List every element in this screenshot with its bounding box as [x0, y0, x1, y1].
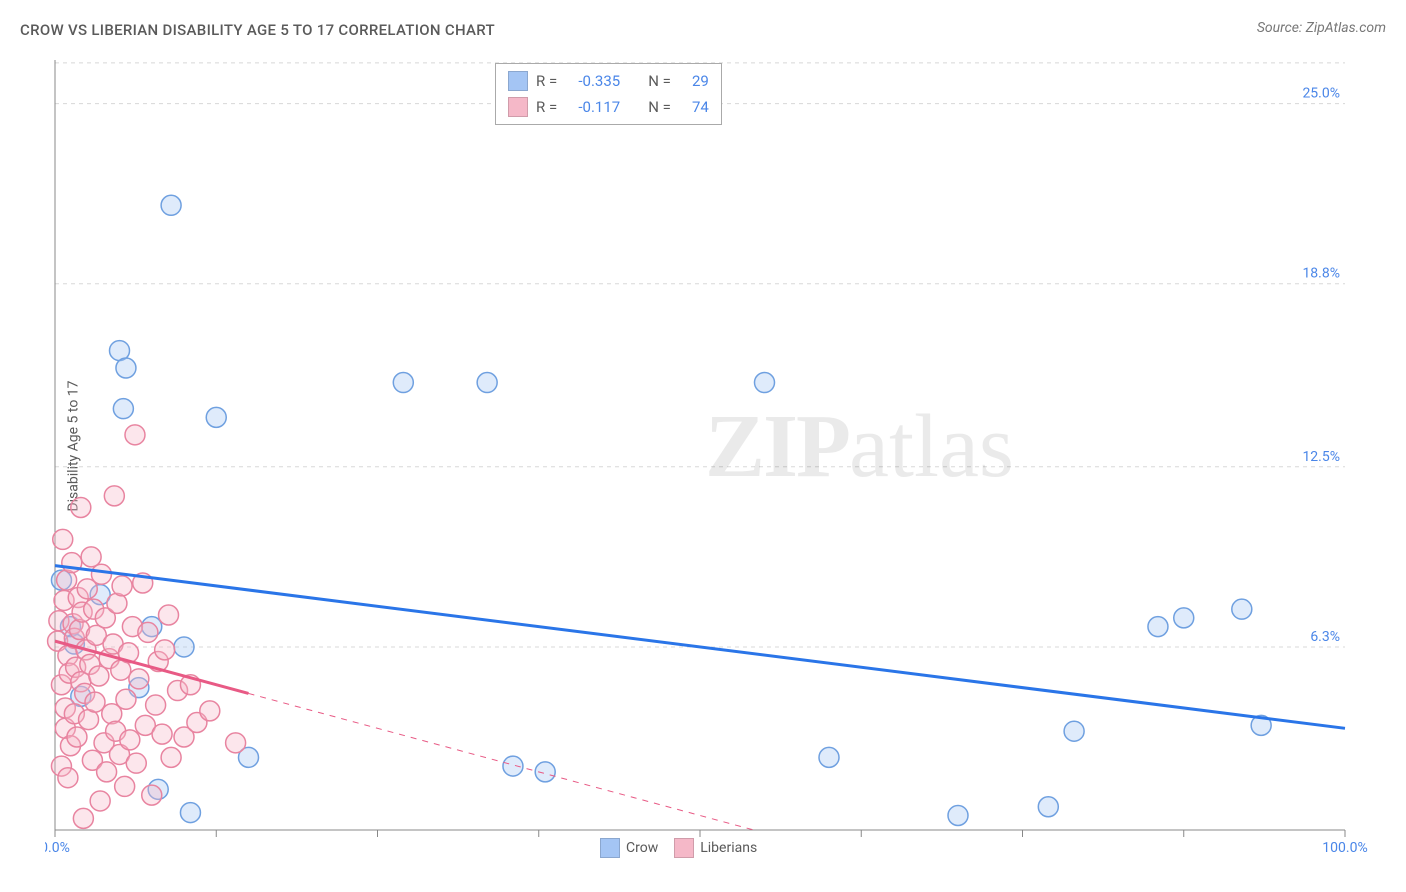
legend-n-value: 29	[679, 72, 709, 90]
legend-row: R = -0.335 N = 29	[508, 68, 709, 94]
scatter-point	[146, 695, 166, 715]
svg-text:0.0%: 0.0%	[45, 840, 70, 855]
scatter-point	[120, 730, 140, 750]
svg-text:18.8%: 18.8%	[1302, 266, 1340, 282]
scatter-point	[73, 808, 93, 828]
scatter-point	[159, 605, 179, 625]
scatter-point	[115, 776, 135, 796]
scatter-point	[89, 666, 109, 686]
scatter-point	[129, 669, 149, 689]
chart-svg: 6.3% 12.5% 18.8% 25.0% 0.0% 100.0%	[45, 55, 1370, 855]
scatter-point	[67, 727, 87, 747]
chart-header: CROW VS LIBERIAN DISABILITY AGE 5 TO 17 …	[20, 20, 1386, 50]
scatter-point	[116, 689, 136, 709]
source-attribution: Source: ZipAtlas.com	[1257, 20, 1386, 36]
scatter-point	[152, 724, 172, 744]
scatter-point	[1174, 608, 1194, 628]
scatter-point	[85, 692, 105, 712]
svg-text:100.0%: 100.0%	[1322, 840, 1367, 855]
scatter-point	[503, 756, 523, 776]
legend-swatch	[508, 97, 528, 117]
legend-swatch	[600, 838, 620, 858]
scatter-point	[116, 358, 136, 378]
legend-n-value: 74	[679, 98, 709, 116]
scatter-point	[71, 497, 91, 517]
svg-text:6.3%: 6.3%	[1310, 629, 1340, 645]
legend-r-label: R =	[536, 72, 557, 90]
scatter-point	[90, 791, 110, 811]
scatter-point	[138, 622, 158, 642]
chart-title: CROW VS LIBERIAN DISABILITY AGE 5 TO 17 …	[20, 21, 495, 39]
scatter-point	[1064, 721, 1084, 741]
scatter-point	[1038, 797, 1058, 817]
legend-item: Liberians	[674, 838, 757, 858]
scatter-point	[200, 701, 220, 721]
legend-row: R = -0.117 N = 74	[508, 94, 709, 120]
svg-text:12.5%: 12.5%	[1302, 449, 1340, 465]
scatter-point	[1148, 617, 1168, 637]
scatter-point	[161, 747, 181, 767]
correlation-legend: R = -0.335 N = 29 R = -0.117 N = 74	[495, 63, 722, 125]
scatter-point	[58, 768, 78, 788]
legend-label: Liberians	[700, 840, 757, 856]
scatter-point	[125, 425, 145, 445]
scatter-point	[948, 805, 968, 825]
scatter-point	[112, 576, 132, 596]
legend-n-label: N =	[648, 98, 671, 116]
scatter-point	[126, 753, 146, 773]
series-legend: Crow Liberians	[600, 838, 757, 858]
scatter-point	[53, 529, 73, 549]
scatter-point	[104, 486, 124, 506]
legend-r-value: -0.117	[565, 98, 620, 116]
scatter-point	[97, 762, 117, 782]
legend-r-label: R =	[536, 98, 557, 116]
trend-line-extrapolated	[249, 693, 754, 830]
legend-n-label: N =	[648, 72, 671, 90]
scatter-plot: 6.3%12.5%18.8%25.0%0.0%100.0% ZIPatlas R…	[45, 55, 1370, 855]
legend-r-value: -0.335	[565, 72, 620, 90]
legend-swatch	[674, 838, 694, 858]
scatter-point	[226, 733, 246, 753]
scatter-point	[161, 195, 181, 215]
scatter-point	[206, 407, 226, 427]
scatter-point	[91, 564, 111, 584]
legend-label: Crow	[626, 840, 658, 856]
scatter-point	[155, 640, 175, 660]
svg-text:25.0%: 25.0%	[1302, 86, 1340, 102]
scatter-point	[113, 399, 133, 419]
scatter-point	[142, 785, 162, 805]
scatter-point	[819, 747, 839, 767]
scatter-point	[81, 547, 101, 567]
scatter-point	[477, 373, 497, 393]
scatter-point	[393, 373, 413, 393]
legend-swatch	[508, 71, 528, 91]
scatter-point	[174, 637, 194, 657]
legend-item: Crow	[600, 838, 658, 858]
scatter-point	[1232, 599, 1252, 619]
scatter-point	[755, 373, 775, 393]
scatter-point	[180, 803, 200, 823]
